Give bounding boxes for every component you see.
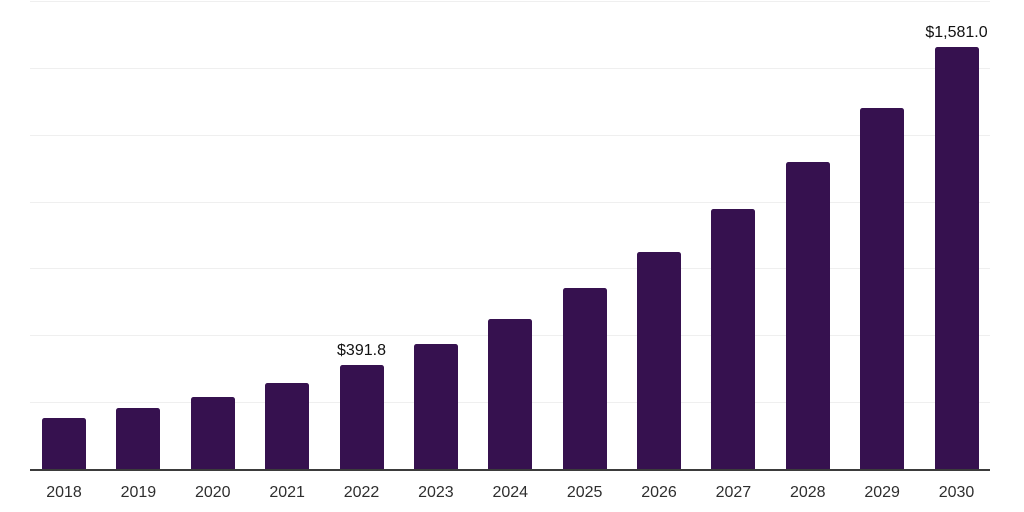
x-tick-2020: 2020 xyxy=(194,484,231,501)
x-tick-2025: 2025 xyxy=(566,484,603,501)
x-tick-2018: 2018 xyxy=(46,484,82,501)
bar-2028 xyxy=(785,161,830,470)
gridline-750 xyxy=(30,268,990,270)
bar-2022 xyxy=(339,365,384,470)
bar-2021 xyxy=(265,382,310,470)
x-tick-2029: 2029 xyxy=(864,484,900,501)
bar-2018 xyxy=(42,418,86,470)
bar-2020 xyxy=(190,397,235,470)
bar-2027 xyxy=(711,209,756,470)
bar-2019 xyxy=(116,408,161,470)
x-tick-2024: 2024 xyxy=(492,484,529,501)
bar-2025 xyxy=(562,288,607,470)
x-tick-2023: 2023 xyxy=(418,484,454,501)
bar-2029 xyxy=(860,108,905,470)
x-tick-2027: 2027 xyxy=(715,484,752,501)
x-axis-line xyxy=(30,469,990,471)
bar-2023 xyxy=(413,344,458,470)
x-tick-2028: 2028 xyxy=(789,484,826,501)
x-tick-2021: 2021 xyxy=(269,484,305,501)
x-tick-2019: 2019 xyxy=(120,484,157,501)
gridline-1250 xyxy=(30,134,990,136)
bar-2024 xyxy=(488,319,533,470)
plot-area: $391.8 $1,581.0 xyxy=(30,1,990,470)
gridline-1750 xyxy=(30,1,990,2)
gridline-1500 xyxy=(30,67,990,69)
bar-value-label-2022: $391.8 xyxy=(337,342,386,360)
x-tick-2022: 2022 xyxy=(343,484,380,501)
x-tick-2030: 2030 xyxy=(938,484,975,501)
bar-2026 xyxy=(637,251,681,470)
bar-value-label-2030: $1,581.0 xyxy=(925,24,988,42)
bar-2030 xyxy=(934,47,979,470)
x-tick-2026: 2026 xyxy=(641,484,677,501)
gridline-1000 xyxy=(30,201,990,203)
